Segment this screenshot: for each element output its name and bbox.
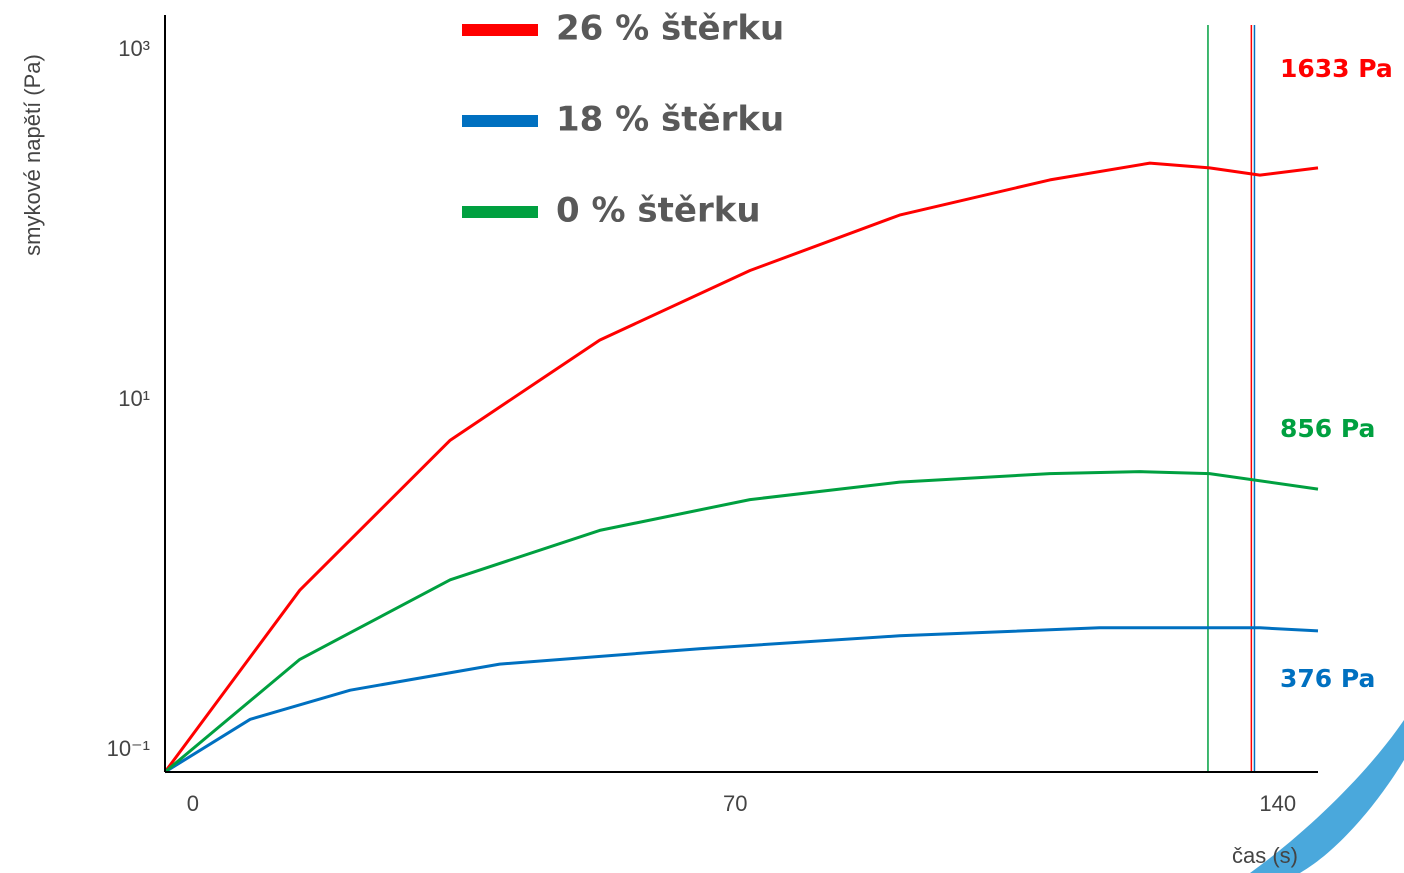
legend-label: 18 % štěrku [556, 100, 784, 140]
legend-label: 26 % štěrku [556, 9, 784, 49]
series-line [164, 626, 1319, 774]
x-tick-label: 70 [723, 791, 747, 816]
x-axis-label: čas (s) [1232, 843, 1298, 868]
legend-swatch [462, 206, 538, 218]
legend-swatch [462, 115, 538, 127]
series-line [163, 161, 1319, 773]
annotation: 376 Pa [1280, 664, 1375, 693]
y-axis-label: smykové napětí (Pa) [20, 54, 45, 256]
decor-swoosh [1250, 720, 1404, 873]
series-line [164, 470, 1319, 774]
x-tick-label: 140 [1259, 791, 1296, 816]
annotation: 1633 Pa [1280, 54, 1393, 83]
y-tick-label: 10⁻¹ [107, 736, 150, 761]
legend-label: 0 % štěrku [556, 191, 761, 231]
annotation: 856 Pa [1280, 414, 1375, 443]
y-tick-label: 10¹ [118, 386, 150, 411]
y-tick-label: 10³ [118, 36, 150, 61]
x-tick-label: 0 [187, 791, 199, 816]
legend-swatch [462, 24, 538, 36]
